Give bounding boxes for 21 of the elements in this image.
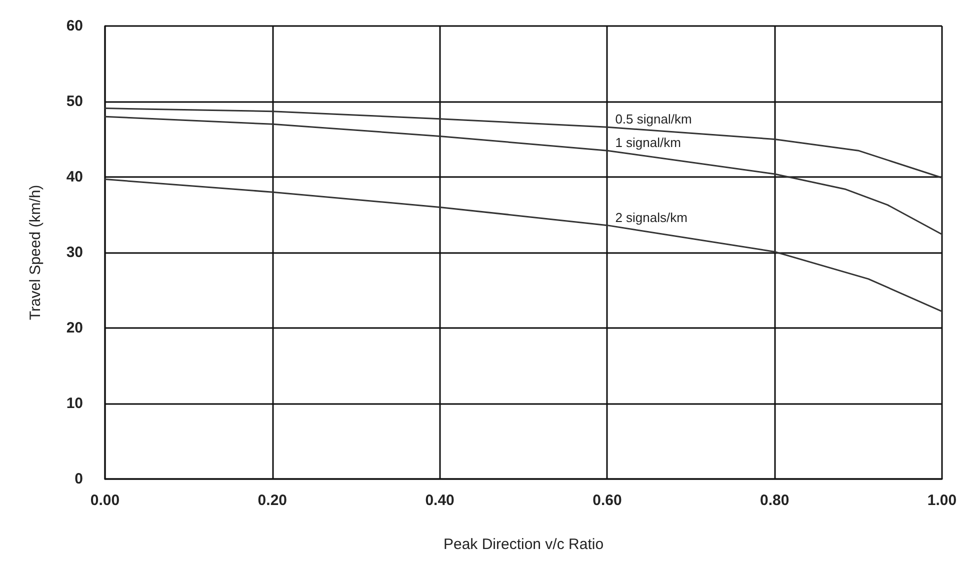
x-tick-label: 0.40 [425,492,454,509]
series-label: 0.5 signal/km [615,112,692,127]
series-label: 2 signals/km [615,210,688,225]
x-tick-label: 1.00 [927,492,957,509]
x-axis-title: Peak Direction v/c Ratio [443,536,604,553]
x-tick-label: 0.60 [592,492,622,509]
y-tick-label: 50 [66,93,83,110]
y-tick-label: 30 [66,244,83,261]
y-tick-label: 60 [66,18,83,34]
line-series [104,108,943,179]
series-label: 1 signal/km [615,135,681,150]
y-tick-label: 0 [74,470,83,488]
y-tick-label: 10 [66,395,83,412]
y-tick-label: 40 [66,168,83,186]
line-series [104,116,943,236]
line-series [104,178,943,312]
x-tick-label: 0.20 [258,492,287,509]
x-tick-label: 0.00 [90,492,120,509]
x-tick-label: 0.80 [760,492,790,509]
y-tick-label: 20 [66,320,83,336]
y-axis-title: Travel Speed (km/h) [27,184,44,320]
